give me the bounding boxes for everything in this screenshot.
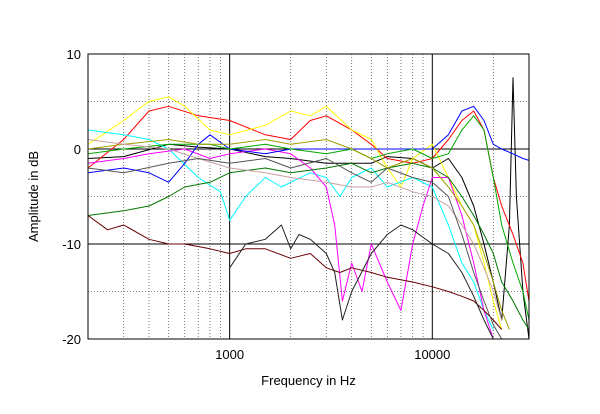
series-line-9: [88, 139, 510, 330]
series-line-6: [88, 105, 529, 183]
x-axis-label: Frequency in Hz: [261, 373, 356, 388]
series-line-8: [88, 162, 529, 330]
series-line-7: [88, 115, 529, 321]
y-tick-label: -10: [62, 237, 81, 252]
y-tick-label: 10: [67, 47, 81, 62]
y-axis-label: Amplitude in dB: [26, 151, 41, 242]
series-line-13: [88, 158, 503, 339]
series-group: [88, 77, 529, 339]
plot-frame: [87, 53, 530, 340]
x-tick-labels: 1000 10000: [215, 347, 450, 362]
y-tick-label: -20: [62, 332, 81, 347]
x-tick-label: 10000: [414, 347, 450, 362]
y-tick-label: 0: [74, 142, 81, 157]
series-line-4: [88, 129, 494, 330]
series-line-10: [88, 215, 503, 330]
series-line-11: [229, 224, 494, 339]
x-tick-label: 1000: [215, 347, 244, 362]
y-tick-labels: 10 0 -10 -20: [62, 47, 81, 347]
